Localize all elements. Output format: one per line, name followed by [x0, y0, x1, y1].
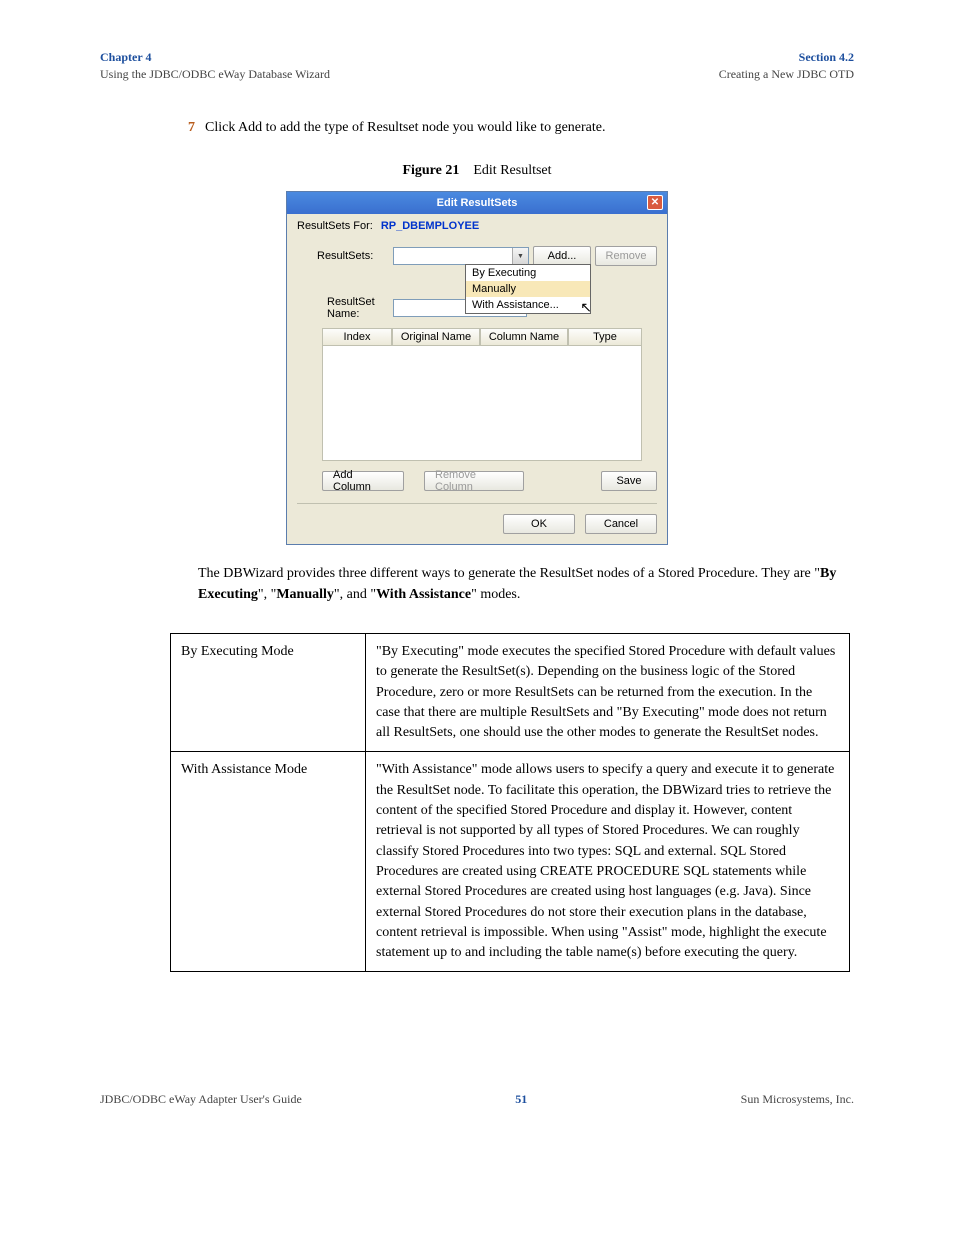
edit-resultsets-dialog: Edit ResultSets ✕ ResultSets For: RP_DBE… [286, 191, 668, 545]
modes-table: By Executing Mode "By Executing" mode ex… [170, 633, 850, 972]
remove-button[interactable]: Remove [595, 246, 657, 266]
columns-table-body [322, 346, 642, 461]
chevron-down-icon[interactable]: ▼ [512, 248, 528, 264]
col-column-name[interactable]: Column Name [480, 328, 568, 346]
add-column-button[interactable]: Add Column [322, 471, 404, 491]
ok-button[interactable]: OK [503, 514, 575, 534]
mode-name-cell: By Executing Mode [171, 634, 366, 752]
step-text: Click Add to add the type of Resultset n… [205, 117, 605, 138]
separator [297, 503, 657, 504]
remove-column-button[interactable]: Remove Column [424, 471, 524, 491]
footer-left: JDBC/ODBC eWay Adapter User's Guide [100, 1092, 302, 1107]
col-type[interactable]: Type [568, 328, 642, 346]
table-row: With Assistance Mode "With Assistance" m… [171, 752, 850, 972]
columns-table-header: Index Original Name Column Name Type [322, 328, 642, 346]
save-button[interactable]: Save [601, 471, 657, 491]
mode-name-cell: With Assistance Mode [171, 752, 366, 972]
resultsets-for-value: RP_DBEMPLOYEE [381, 220, 479, 232]
col-original-name[interactable]: Original Name [392, 328, 480, 346]
resultsets-combo[interactable]: ▼ [393, 247, 529, 265]
left-subheader: Using the JDBC/ODBC eWay Database Wizard [100, 67, 330, 82]
col-index[interactable]: Index [322, 328, 392, 346]
dialog-titlebar: Edit ResultSets ✕ [287, 192, 667, 214]
menu-by-executing[interactable]: By Executing [466, 265, 590, 281]
add-dropdown-menu: By Executing Manually ↖ With Assistance.… [465, 264, 591, 314]
table-row: By Executing Mode "By Executing" mode ex… [171, 634, 850, 752]
resultsets-for-label: ResultSets For: [297, 220, 373, 232]
menu-manually[interactable]: Manually ↖ [466, 281, 590, 297]
cancel-button[interactable]: Cancel [585, 514, 657, 534]
mode-desc-cell: "With Assistance" mode allows users to s… [366, 752, 850, 972]
resultset-name-label: ResultSet Name: [297, 296, 393, 320]
page-number: 51 [515, 1092, 527, 1107]
add-button[interactable]: Add... [533, 246, 591, 266]
resultsets-label: ResultSets: [297, 250, 393, 262]
body-paragraph: The DBWizard provides three different wa… [198, 563, 854, 605]
chapter-label: Chapter 4 [100, 50, 151, 65]
menu-with-assistance[interactable]: With Assistance... [466, 297, 590, 313]
right-subheader: Creating a New JDBC OTD [719, 67, 854, 82]
close-icon[interactable]: ✕ [647, 195, 663, 210]
mode-desc-cell: "By Executing" mode executes the specifi… [366, 634, 850, 752]
figure-title-text: Edit Resultset [473, 163, 551, 178]
footer-right: Sun Microsystems, Inc. [741, 1092, 854, 1107]
figure-label: Figure 21 [402, 163, 459, 178]
section-label: Section 4.2 [799, 50, 854, 65]
dialog-title: Edit ResultSets [437, 197, 518, 209]
figure-title [463, 163, 474, 178]
step-number: 7 [175, 117, 195, 138]
